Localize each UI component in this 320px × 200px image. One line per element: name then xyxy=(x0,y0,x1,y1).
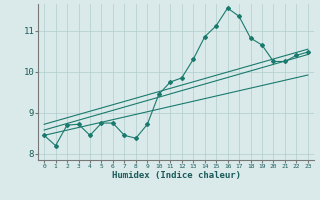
X-axis label: Humidex (Indice chaleur): Humidex (Indice chaleur) xyxy=(111,171,241,180)
